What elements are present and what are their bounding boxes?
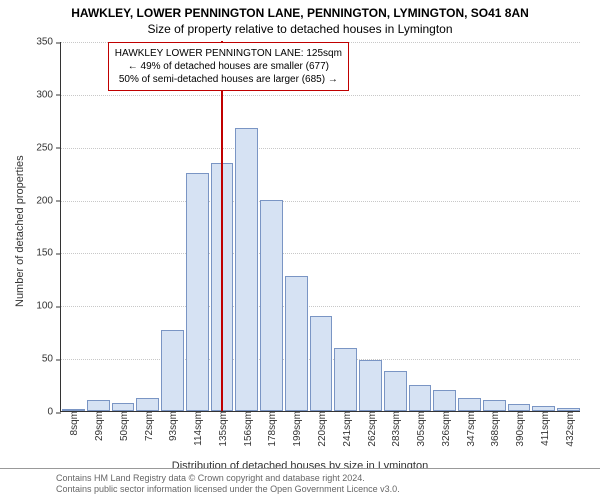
x-tick-label: 283sqm [388,411,402,447]
histogram-bar [409,385,432,411]
x-tick-label: 390sqm [512,411,526,447]
histogram-bar [359,360,382,411]
histogram-bar [112,403,135,411]
x-tick-label: 220sqm [314,411,328,447]
chart-title-subtitle: Size of property relative to detached ho… [0,20,600,40]
plot-region: 0501001502002503003508sqm29sqm50sqm72sqm… [60,42,580,412]
y-tick-label: 100 [36,301,61,312]
x-tick-label: 432sqm [562,411,576,447]
x-tick-label: 305sqm [413,411,427,447]
histogram-bar [260,200,283,411]
reference-line [221,41,223,411]
x-tick-label: 50sqm [116,411,130,441]
footer-line-2: Contains public sector information licen… [56,484,592,496]
x-tick-label: 262sqm [364,411,378,447]
histogram-bar [161,330,184,411]
annotation-line: ← 49% of detached houses are smaller (67… [115,60,342,73]
histogram-bar [384,371,407,411]
x-tick-label: 368sqm [487,411,501,447]
y-tick-label: 150 [36,248,61,259]
histogram-bar [508,404,531,411]
x-tick-label: 8sqm [66,411,80,435]
x-tick-label: 72sqm [141,411,155,441]
y-tick-label: 250 [36,142,61,153]
annotation-box: HAWKLEY LOWER PENNINGTON LANE: 125sqm← 4… [108,42,349,91]
histogram-bar [310,316,333,411]
gridline [61,306,580,307]
x-tick-label: 199sqm [289,411,303,447]
histogram-bar [136,398,159,411]
gridline [61,253,580,254]
annotation-line: 50% of semi-detached houses are larger (… [115,73,342,86]
chart-title-address: HAWKLEY, LOWER PENNINGTON LANE, PENNINGT… [0,0,600,20]
gridline [61,95,580,96]
x-tick-label: 326sqm [438,411,452,447]
y-tick-label: 0 [47,407,61,418]
chart-area: 0501001502002503003508sqm29sqm50sqm72sqm… [60,42,580,412]
y-axis-label: Number of detached properties [14,155,26,307]
x-tick-label: 156sqm [240,411,254,447]
y-tick-label: 200 [36,195,61,206]
x-tick-label: 241sqm [339,411,353,447]
y-tick-label: 50 [42,354,61,365]
x-tick-label: 135sqm [215,411,229,447]
histogram-bar [458,398,481,411]
annotation-line: HAWKLEY LOWER PENNINGTON LANE: 125sqm [115,47,342,60]
x-tick-label: 347sqm [463,411,477,447]
x-tick-label: 114sqm [190,411,204,446]
footer-attribution: Contains HM Land Registry data © Crown c… [0,468,600,500]
y-tick-label: 350 [36,37,61,48]
x-tick-label: 178sqm [264,411,278,447]
histogram-bar [87,400,110,411]
gridline [61,201,580,202]
histogram-bar [433,390,456,411]
x-tick-label: 411sqm [537,411,551,446]
histogram-bar [186,173,209,411]
x-tick-label: 93sqm [165,411,179,441]
histogram-bar [334,348,357,411]
histogram-bar [235,128,258,411]
gridline [61,148,580,149]
x-tick-label: 29sqm [91,411,105,441]
histogram-bar [285,276,308,411]
y-tick-label: 300 [36,89,61,100]
footer-line-1: Contains HM Land Registry data © Crown c… [56,473,592,485]
histogram-bar [483,400,506,411]
